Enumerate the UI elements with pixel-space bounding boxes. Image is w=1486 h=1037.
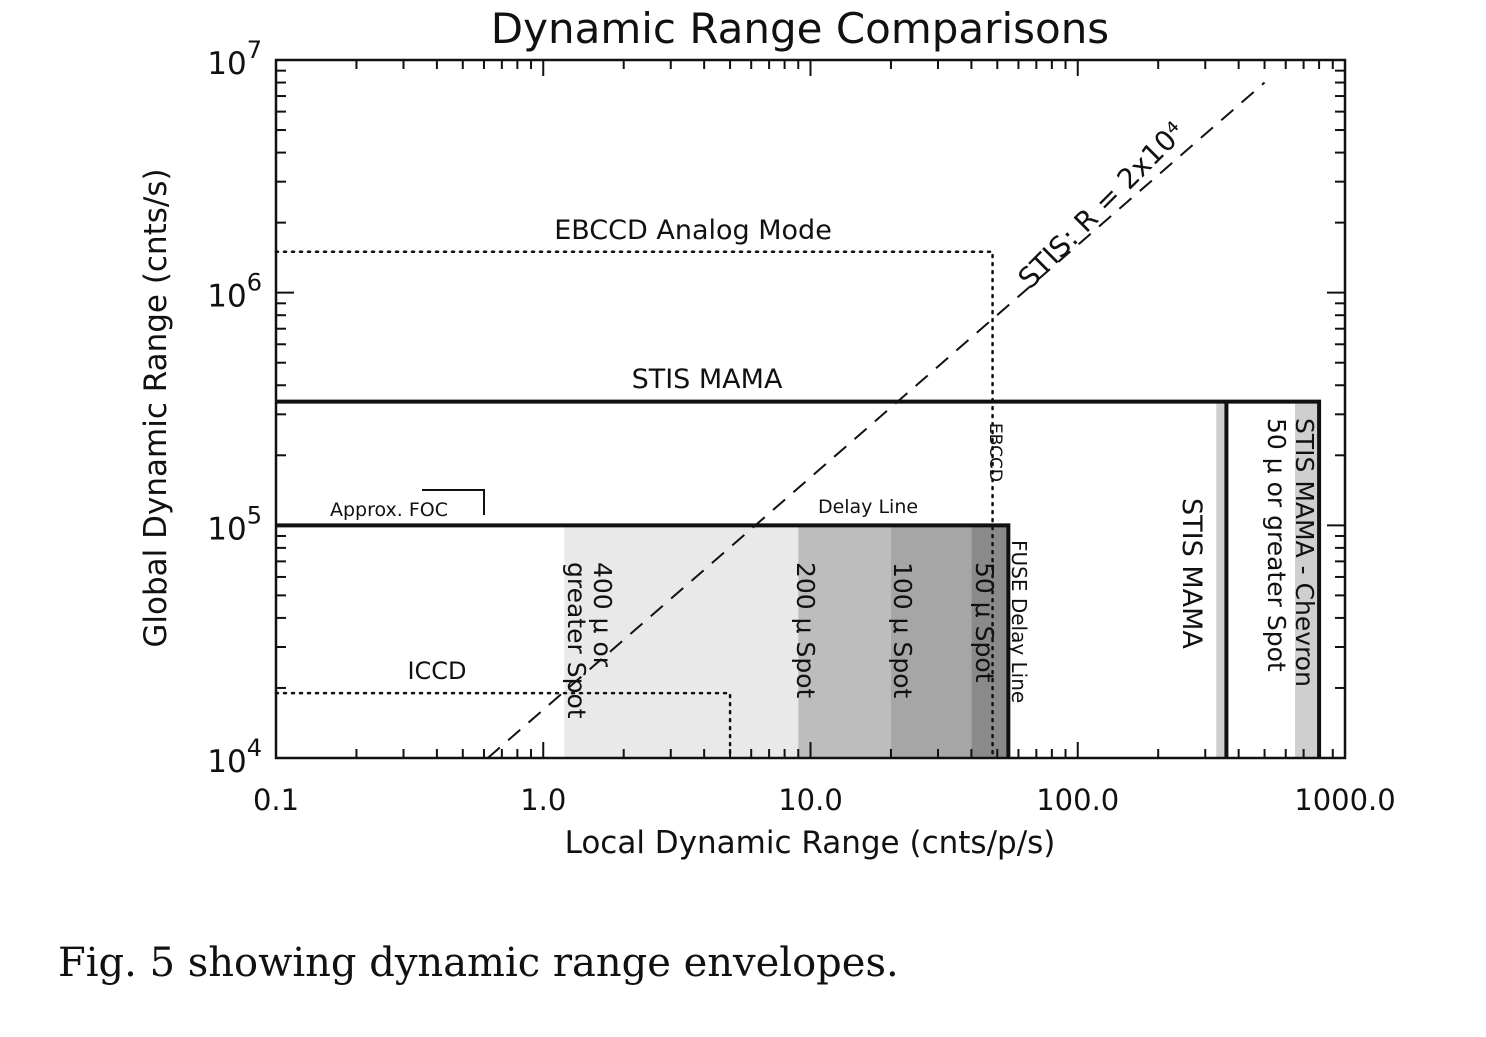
shaded-region-3 bbox=[971, 525, 1009, 758]
label-ebccd-analog-mode: EBCCD Analog Mode bbox=[554, 215, 832, 246]
envelope-outlines bbox=[274, 250, 1322, 760]
envelope-3 bbox=[274, 691, 732, 760]
label-chevron-line1: STIS MAMA - Chevron bbox=[1290, 418, 1319, 687]
x-tick-label-4: 1000.0 bbox=[1294, 783, 1395, 817]
label-spot400-line2: greater Spot bbox=[562, 562, 591, 719]
label-approx-foc-text: Approx. FOC bbox=[330, 499, 448, 521]
tick-labels: 0.1 1.0 10.0 100.0 1000.0 104 105 106 107 bbox=[207, 36, 1395, 817]
label-iccd: ICCD bbox=[407, 657, 466, 685]
label-spot100: 100 μ Spot bbox=[888, 562, 917, 699]
shaded-regions bbox=[564, 401, 1320, 758]
envelope-2 bbox=[276, 523, 1011, 758]
diagonal-line-0 bbox=[487, 81, 1266, 759]
x-axis-label: Local Dynamic Range (cnts/p/s) bbox=[565, 825, 1056, 861]
shaded-region-2 bbox=[890, 525, 972, 758]
chart-title: Dynamic Range Comparisons bbox=[491, 4, 1109, 53]
y-axis-label: Global Dynamic Range (cnts/s) bbox=[138, 168, 174, 647]
shaded-region-4 bbox=[1216, 401, 1227, 758]
label-fuse-delay-line: FUSE Delay Line bbox=[1007, 540, 1031, 703]
label-stis-diagonal: STIS: R = 2x10⁴ bbox=[1012, 115, 1192, 295]
label-approx-foc: Approx. FOC bbox=[330, 489, 485, 521]
y-tick-label-1: 105 bbox=[207, 501, 262, 547]
envelope-0 bbox=[274, 250, 994, 760]
x-tick-label-2: 10.0 bbox=[778, 783, 843, 817]
label-stis-mama-vertical: STIS MAMA bbox=[1176, 498, 1207, 649]
foc-bracket bbox=[422, 489, 485, 515]
envelope-1 bbox=[276, 399, 1322, 758]
axis-ticks bbox=[275, 60, 1345, 759]
diagonal-line bbox=[487, 81, 1266, 759]
shaded-region-1 bbox=[798, 525, 891, 758]
label-stis-mama-top: STIS MAMA bbox=[632, 364, 783, 395]
label-chevron-line2: 50 μ or greater Spot bbox=[1262, 418, 1291, 672]
y-tick-label-3: 107 bbox=[207, 36, 262, 82]
x-tick-label-3: 100.0 bbox=[1036, 783, 1119, 817]
x-tick-label-0: 0.1 bbox=[253, 783, 299, 817]
y-tick-label-0: 104 bbox=[207, 734, 262, 780]
y-tick-label-2: 106 bbox=[207, 269, 262, 315]
shaded-region-5 bbox=[1295, 401, 1320, 758]
label-spot400-line1: 400 μ or bbox=[588, 562, 617, 668]
label-spot50: 50 μ Spot bbox=[970, 562, 999, 683]
figure-caption: Fig. 5 showing dynamic range envelopes. bbox=[58, 940, 899, 986]
label-ebccd-vertical: EBCCD bbox=[985, 423, 1005, 482]
label-spot200: 200 μ Spot bbox=[791, 562, 820, 699]
shaded-region-0 bbox=[564, 525, 799, 758]
x-tick-label-1: 1.0 bbox=[520, 783, 566, 817]
plot-frame bbox=[274, 58, 1347, 760]
label-delay-line: Delay Line bbox=[818, 496, 918, 518]
